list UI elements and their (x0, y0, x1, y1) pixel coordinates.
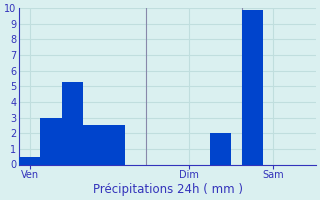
X-axis label: Précipitations 24h ( mm ): Précipitations 24h ( mm ) (92, 183, 243, 196)
Bar (83, 125, 104, 164)
Bar (104, 125, 125, 164)
Bar (210, 133, 231, 164)
Bar (242, 10, 263, 164)
Bar (61, 82, 83, 164)
Bar (19, 157, 40, 164)
Bar (40, 118, 61, 164)
